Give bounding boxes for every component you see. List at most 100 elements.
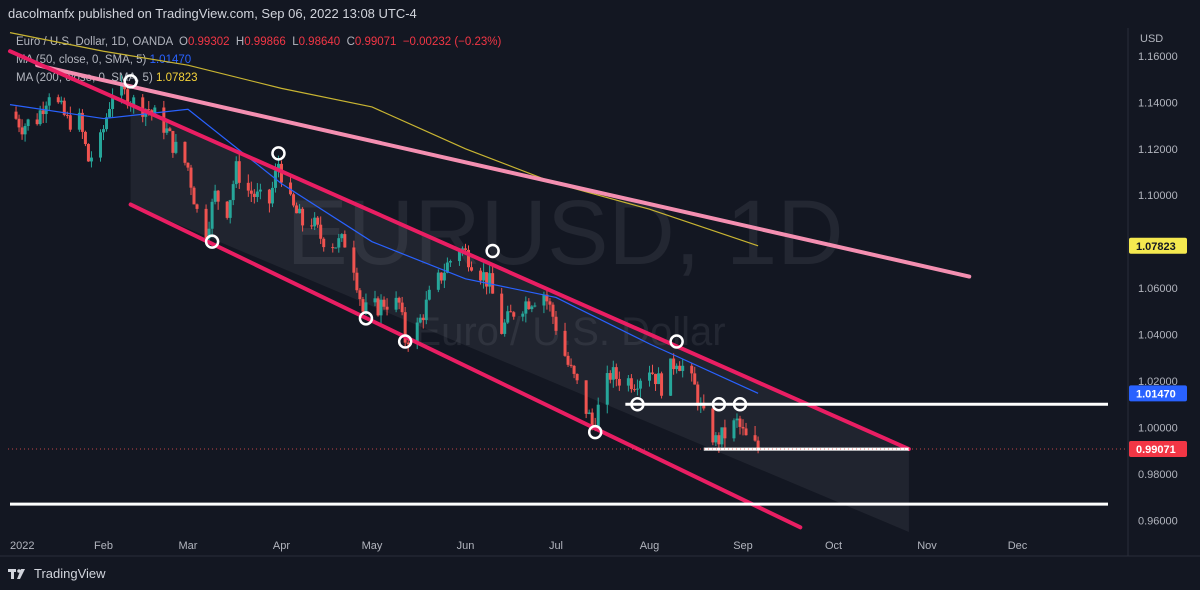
candle-body: [246, 182, 250, 191]
candle-body: [509, 311, 513, 313]
candle-body: [524, 301, 528, 314]
candle: [207, 221, 211, 243]
candle-body: [102, 129, 106, 133]
y-tick-label: 1.06000: [1138, 283, 1178, 295]
candle-body: [141, 97, 145, 117]
candle: [295, 202, 299, 214]
candle-body: [343, 234, 347, 248]
candle: [246, 174, 250, 197]
candle: [442, 263, 446, 289]
candle: [575, 373, 579, 384]
candle-body: [527, 301, 531, 310]
candle: [17, 114, 21, 133]
candle-body: [575, 373, 579, 381]
candle: [20, 119, 24, 140]
candle-body: [533, 305, 537, 307]
candle-body: [457, 250, 461, 262]
candle: [605, 365, 609, 414]
candle: [427, 285, 431, 301]
candle-body: [316, 217, 320, 225]
candle: [467, 245, 471, 272]
candle-body: [569, 364, 573, 366]
candle-body: [394, 297, 398, 310]
candle: [551, 302, 555, 324]
legend-close-label: C: [346, 36, 355, 48]
candle-body: [714, 435, 718, 443]
candle: [35, 113, 39, 126]
candle: [189, 164, 193, 196]
candle-body: [382, 299, 386, 307]
candle: [319, 216, 323, 245]
candle: [738, 415, 742, 435]
candle-body: [379, 299, 383, 316]
candle-body: [192, 187, 196, 205]
candle: [584, 380, 588, 419]
x-tick-label: Feb: [94, 540, 113, 552]
candle: [500, 287, 504, 335]
x-tick-label: Aug: [640, 540, 660, 552]
candle-body: [313, 217, 317, 227]
candle: [168, 126, 172, 132]
legend-change: −0.00232 (−0.23%): [402, 36, 502, 48]
swing-marker: [630, 397, 645, 412]
candle: [310, 218, 314, 230]
candle: [301, 207, 305, 232]
candle-body: [364, 302, 368, 312]
candle: [711, 402, 715, 446]
swing-marker: [669, 334, 684, 349]
footer-brand[interactable]: TradingView: [8, 566, 106, 581]
candle-body: [657, 373, 661, 385]
legend-open-label: O: [178, 36, 188, 48]
candle: [524, 296, 528, 323]
candle-body: [690, 365, 694, 374]
candle-body: [59, 100, 63, 103]
candle: [385, 298, 389, 316]
candle: [89, 151, 93, 168]
candle: [77, 108, 81, 132]
candle: [83, 130, 87, 147]
x-tick-label: 2022: [10, 540, 34, 552]
y-tick-label: 1.02000: [1138, 376, 1178, 388]
candle-body: [111, 95, 115, 109]
candle: [491, 264, 495, 294]
candle-body: [237, 161, 241, 183]
candle: [744, 422, 748, 436]
candle: [632, 384, 636, 392]
candle: [210, 198, 214, 238]
candle: [436, 269, 440, 293]
legend-ma50-label: MA (50, close, 0, SMA, 5): [16, 54, 147, 66]
candle: [267, 188, 271, 213]
candle-body: [228, 200, 232, 218]
candle-body: [319, 224, 323, 239]
candle: [418, 314, 422, 324]
candle-body: [376, 298, 380, 316]
candle-body: [596, 404, 600, 428]
x-tick-label: Apr: [273, 540, 290, 552]
candle-body: [132, 97, 136, 105]
price-badge-label: 0.99071: [1136, 444, 1176, 456]
candle: [530, 305, 534, 313]
y-tick-label: 0.98000: [1138, 469, 1178, 481]
candle-body: [120, 83, 124, 96]
candle-body: [150, 110, 154, 114]
candle: [463, 243, 467, 251]
x-tick-label: Mar: [178, 540, 197, 552]
candle: [488, 265, 492, 294]
candle: [252, 189, 256, 204]
candle-body: [400, 302, 404, 313]
candle-body: [503, 322, 507, 334]
tradingview-logo-icon: [8, 568, 25, 579]
candle-body: [488, 273, 492, 287]
candle: [572, 364, 576, 379]
candle: [228, 199, 232, 224]
candle: [204, 204, 208, 243]
candle: [23, 123, 27, 142]
candle-body: [47, 97, 51, 106]
candle-body: [35, 119, 39, 125]
candle-body: [373, 298, 377, 303]
candle: [509, 304, 513, 313]
candle-body: [439, 272, 443, 281]
candle: [608, 370, 612, 384]
candle-body: [403, 312, 407, 343]
